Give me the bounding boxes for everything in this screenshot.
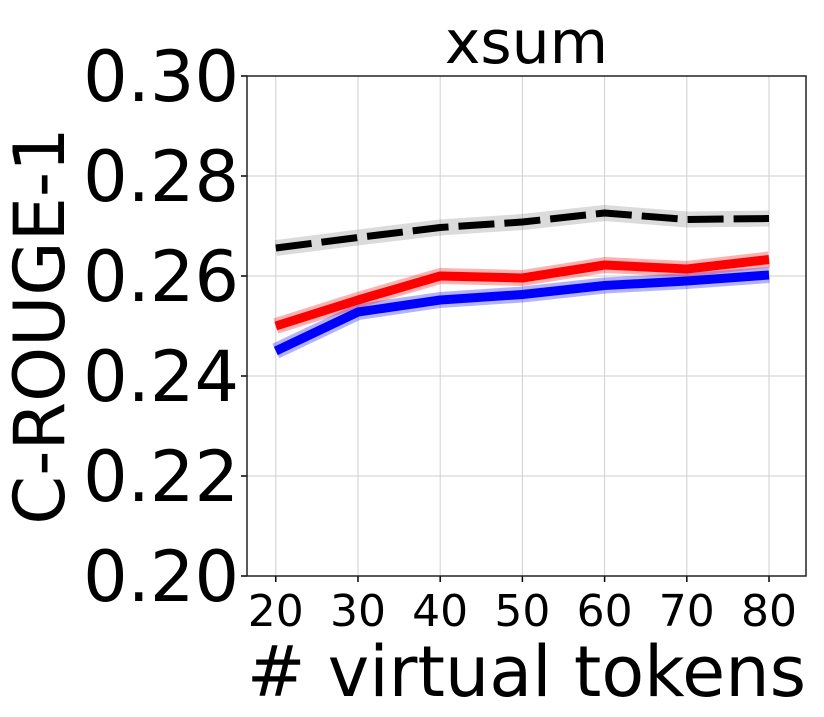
y-axis-label: C-ROUGE-1 — [0, 127, 81, 524]
x-axis-label: # virtual tokens — [247, 631, 806, 713]
y-tick-label: 0.20 — [83, 536, 239, 618]
y-tick-label: 0.22 — [83, 436, 239, 518]
series-0-line — [273, 270, 770, 356]
plot-frame — [246, 75, 807, 577]
x-tick-label: 30 — [330, 586, 386, 637]
x-tick-label: 80 — [741, 586, 797, 637]
x-tick-labels: 20 30 40 50 60 70 80 — [248, 586, 797, 637]
y-tick-label: 0.24 — [83, 336, 239, 418]
series-1-line — [274, 255, 770, 331]
x-tick-label: 70 — [659, 586, 715, 637]
y-tick-label: 0.28 — [83, 136, 239, 218]
series-lines — [273, 209, 770, 356]
series-2-line — [275, 209, 770, 252]
y-tick-labels: 0.20 0.22 0.24 0.26 0.28 0.30 — [83, 36, 239, 618]
x-tick-label: 40 — [412, 586, 468, 637]
y-tick-label: 0.26 — [83, 236, 239, 318]
chart-title: xsum — [445, 8, 608, 78]
y-tick-label: 0.30 — [83, 36, 239, 118]
x-tick-label: 60 — [577, 586, 633, 637]
x-tick-label: 50 — [494, 586, 550, 637]
x-tick-label: 20 — [248, 586, 304, 637]
